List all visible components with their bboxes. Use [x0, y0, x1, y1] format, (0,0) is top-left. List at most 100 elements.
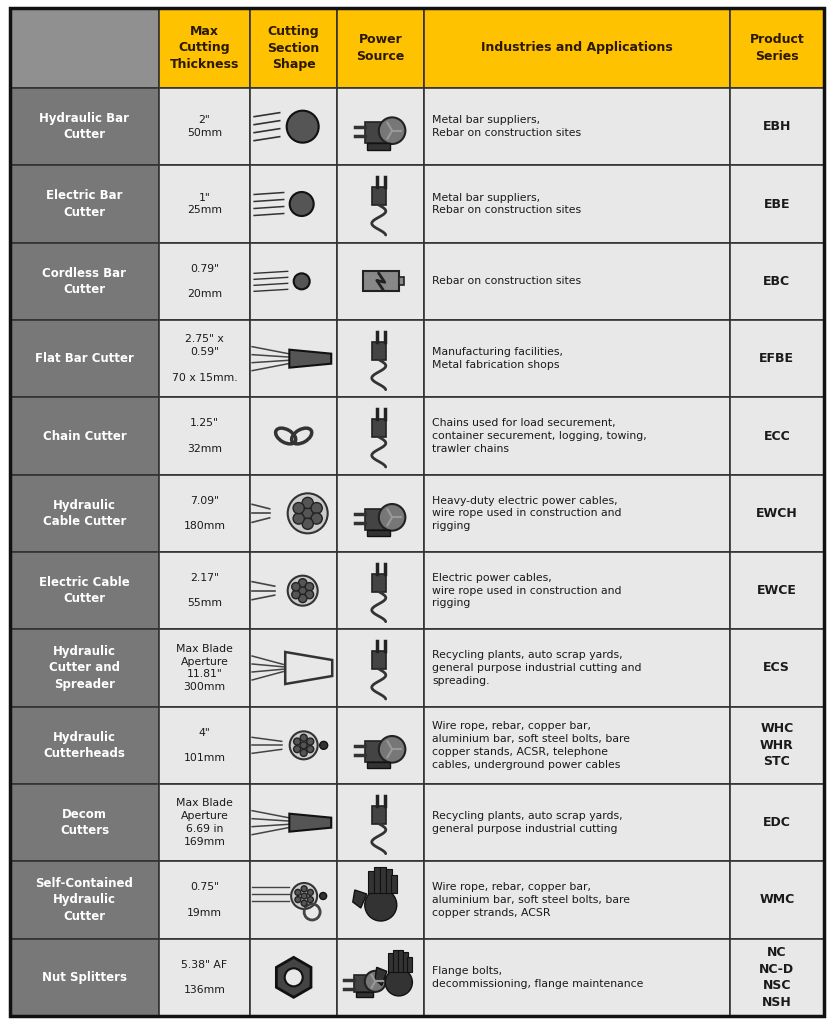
Circle shape	[379, 118, 405, 144]
Text: Electric Bar
Cutter: Electric Bar Cutter	[46, 189, 123, 219]
Text: Cordless Bar
Cutter: Cordless Bar Cutter	[43, 266, 127, 296]
Circle shape	[302, 518, 314, 529]
Bar	[372, 342, 386, 359]
Text: EBC: EBC	[763, 274, 791, 288]
Bar	[250, 319, 337, 397]
Circle shape	[293, 513, 304, 524]
Bar	[10, 243, 159, 319]
Bar	[730, 552, 824, 630]
Bar	[730, 784, 824, 861]
Bar	[363, 271, 399, 292]
Bar	[425, 939, 730, 1016]
Circle shape	[299, 587, 307, 595]
Bar	[730, 319, 824, 397]
Bar	[250, 475, 337, 552]
Text: 2"
50mm: 2" 50mm	[187, 116, 222, 138]
Bar	[337, 939, 425, 1016]
Circle shape	[307, 745, 314, 753]
Text: EFBE: EFBE	[759, 352, 794, 366]
Circle shape	[319, 893, 327, 899]
Text: Metal bar suppliers,
Rebar on construction sites: Metal bar suppliers, Rebar on constructi…	[432, 193, 581, 215]
Bar	[250, 88, 337, 165]
Circle shape	[307, 738, 314, 745]
Text: EWCH: EWCH	[756, 507, 797, 520]
Text: Hydraulic Bar
Cutter: Hydraulic Bar Cutter	[39, 112, 129, 141]
Bar	[159, 475, 250, 552]
Bar	[372, 806, 386, 823]
Bar	[10, 784, 159, 861]
Circle shape	[300, 741, 307, 749]
Bar	[730, 630, 824, 707]
Bar	[730, 475, 824, 552]
Bar	[337, 630, 425, 707]
Text: Nut Splitters: Nut Splitters	[42, 971, 127, 984]
Text: Cutting
Section
Shape: Cutting Section Shape	[268, 25, 319, 71]
Circle shape	[292, 583, 300, 591]
Bar	[425, 861, 730, 939]
Bar	[372, 573, 386, 592]
Circle shape	[311, 513, 322, 524]
Bar	[372, 187, 386, 205]
Bar	[250, 861, 337, 939]
Bar	[425, 475, 730, 552]
Text: Hydraulic
Cable Cutter: Hydraulic Cable Cutter	[43, 499, 126, 528]
Text: 0.79"

20mm: 0.79" 20mm	[187, 263, 222, 299]
Text: Heavy-duty electric power cables,
wire rope used in construction and
rigging: Heavy-duty electric power cables, wire r…	[432, 496, 622, 531]
Bar	[337, 707, 425, 784]
Bar	[730, 243, 824, 319]
Circle shape	[288, 575, 318, 605]
Text: 0.75"

19mm: 0.75" 19mm	[187, 883, 222, 918]
Bar	[337, 8, 425, 88]
Circle shape	[289, 193, 314, 216]
Text: ECS: ECS	[763, 662, 791, 675]
Bar	[730, 8, 824, 88]
Text: Industries and Applications: Industries and Applications	[481, 42, 673, 54]
Bar	[159, 861, 250, 939]
Bar	[10, 552, 159, 630]
Bar	[159, 397, 250, 475]
Bar	[425, 243, 730, 319]
Text: Power
Source: Power Source	[357, 33, 405, 62]
Text: Max Blade
Aperture
6.69 in
169mm: Max Blade Aperture 6.69 in 169mm	[176, 799, 233, 847]
Bar	[425, 707, 730, 784]
Bar	[337, 552, 425, 630]
Circle shape	[300, 734, 307, 741]
Text: Hydraulic
Cutter and
Spreader: Hydraulic Cutter and Spreader	[49, 645, 120, 691]
Text: Self-Contained
Hydraulic
Cutter: Self-Contained Hydraulic Cutter	[36, 877, 133, 923]
Bar	[425, 630, 730, 707]
Bar	[368, 762, 390, 768]
Text: Chains used for load securement,
container securement, logging, towing,
trawler : Chains used for load securement, contain…	[432, 418, 647, 454]
Bar	[379, 867, 386, 893]
Text: 4"

101mm: 4" 101mm	[183, 727, 225, 763]
Bar	[250, 397, 337, 475]
Bar	[730, 707, 824, 784]
Text: Decom
Cutters: Decom Cutters	[60, 808, 109, 838]
Bar	[365, 741, 392, 762]
Circle shape	[300, 750, 307, 757]
Bar	[425, 165, 730, 243]
Text: Wire rope, rebar, copper bar,
aluminium bar, soft steel bolts, bare
copper stand: Wire rope, rebar, copper bar, aluminium …	[432, 721, 631, 769]
Text: EBH: EBH	[762, 120, 791, 133]
Circle shape	[305, 583, 314, 591]
Bar	[250, 243, 337, 319]
Circle shape	[302, 498, 314, 509]
Bar	[337, 397, 425, 475]
Bar	[356, 991, 374, 996]
Bar	[337, 861, 425, 939]
Bar	[159, 630, 250, 707]
Circle shape	[311, 503, 322, 514]
Text: Flange bolts,
decommissioning, flange maintenance: Flange bolts, decommissioning, flange ma…	[432, 966, 644, 989]
Bar	[398, 950, 403, 972]
Text: ECC: ECC	[763, 429, 790, 442]
Bar	[159, 939, 250, 1016]
Bar	[354, 975, 375, 991]
Circle shape	[294, 738, 300, 745]
Text: Product
Series: Product Series	[750, 33, 804, 62]
Text: Electric Cable
Cutter: Electric Cable Cutter	[39, 575, 130, 605]
Bar	[159, 319, 250, 397]
Bar	[10, 475, 159, 552]
Circle shape	[284, 969, 303, 986]
Text: 5.38" AF

136mm: 5.38" AF 136mm	[182, 959, 228, 995]
Circle shape	[301, 893, 307, 899]
Circle shape	[292, 591, 300, 599]
